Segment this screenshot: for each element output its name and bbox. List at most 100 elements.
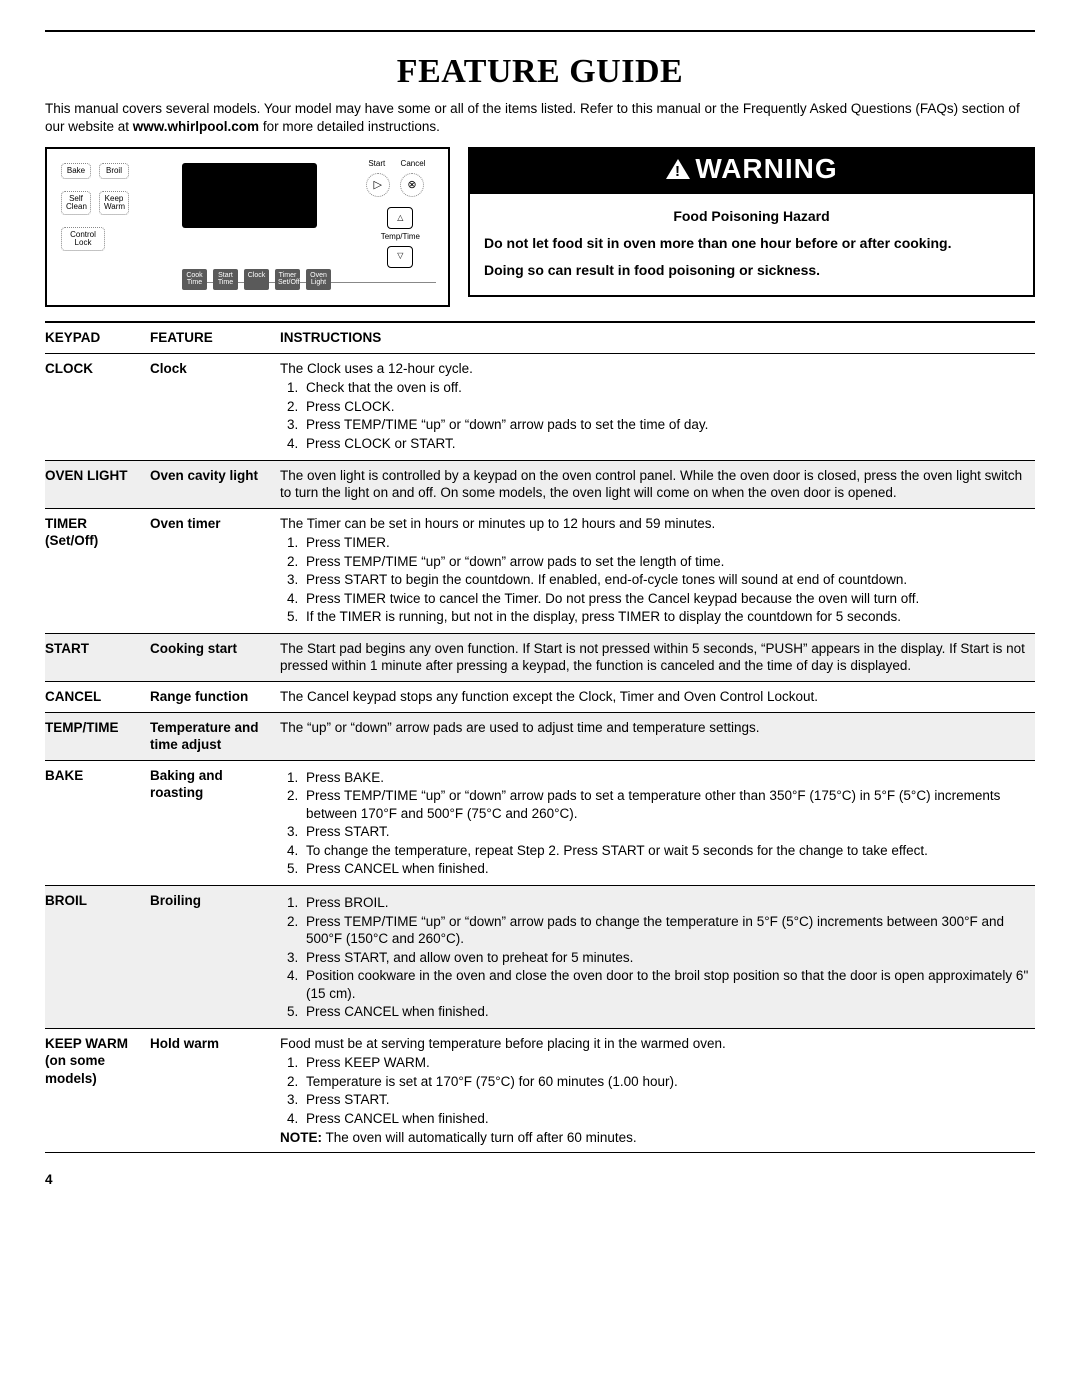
intro-url: www.whirlpool.com [133,119,259,134]
cell-keypad: TEMP/TIME [45,719,150,754]
cell-instructions: The Cancel keypad stops any function exc… [280,688,1035,706]
instruction-intro: The Clock uses a 12-hour cycle. [280,360,1035,378]
table-row: STARTCooking startThe Start pad begins a… [45,634,1035,682]
cell-instructions: The “up” or “down” arrow pads are used t… [280,719,1035,754]
table-row: TEMP/TIMETemperature and time adjustThe … [45,713,1035,761]
panel-bottom-row: Cook Time Start Time Clock Timer Set/Off… [182,269,331,290]
control-panel-diagram: Bake Broil Self Clean Keep Warm Control … [45,147,450,307]
instruction-step: Press TIMER. [302,534,1035,552]
instruction-text: The Cancel keypad stops any function exc… [280,688,1035,706]
panel-broil-button: Broil [99,163,129,179]
intro-text: This manual covers several models. Your … [45,100,1035,135]
page-number: 4 [45,1171,1035,1189]
warning-text: WARNING [695,153,837,184]
table-row: CLOCKClockThe Clock uses a 12-hour cycle… [45,354,1035,461]
table-row: BAKEBaking and roastingPress BAKE.Press … [45,761,1035,886]
instruction-step: Press START. [302,1091,1035,1109]
instruction-note: NOTE: The oven will automatically turn o… [280,1129,1035,1147]
instruction-step: Press TEMP/TIME “up” or “down” arrow pad… [302,787,1035,822]
instruction-step: To change the temperature, repeat Step 2… [302,842,1035,860]
instruction-steps: Check that the oven is off.Press CLOCK. P… [280,379,1035,452]
svg-text:!: ! [675,163,681,180]
start-icon: ▷ [366,173,390,197]
header-keypad: KEYPAD [45,329,150,347]
instruction-step: Press START, and allow oven to preheat f… [302,949,1035,967]
instruction-steps: Press BROIL.Press TEMP/TIME “up” or “dow… [280,894,1035,1021]
panel-temptime-label: Temp/Time [381,232,420,242]
cell-feature: Hold warm [150,1035,280,1146]
header-instructions: INSTRUCTIONS [280,329,1035,347]
cell-keypad: OVEN LIGHT [45,467,150,502]
instruction-step: Position cookware in the oven and close … [302,967,1035,1002]
table-row: KEEP WARM (on some models)Hold warmFood … [45,1029,1035,1153]
feature-table: KEYPAD FEATURE INSTRUCTIONS CLOCKClockTh… [45,321,1035,1153]
cell-instructions: The Clock uses a 12-hour cycle.Check tha… [280,360,1035,454]
cell-instructions: Food must be at serving temperature befo… [280,1035,1035,1146]
panel-control-lock-button: Control Lock [61,227,105,251]
panel-clock-button: Clock [244,269,269,290]
cell-instructions: Press BROIL.Press TEMP/TIME “up” or “dow… [280,892,1035,1022]
table-row: TIMER (Set/Off)Oven timerThe Timer can b… [45,509,1035,634]
cell-keypad: CANCEL [45,688,150,706]
warning-triangle-icon: ! [665,158,691,180]
cell-feature: Cooking start [150,640,280,675]
instruction-step: Check that the oven is off. [302,379,1035,397]
table-row: OVEN LIGHTOven cavity lightThe oven ligh… [45,461,1035,509]
instruction-step: Press TEMP/TIME “up” or “down” arrow pad… [302,913,1035,948]
cell-instructions: The oven light is controlled by a keypad… [280,467,1035,502]
instruction-step: Press CLOCK. [302,398,1035,416]
panel-keep-warm-button: Keep Warm [99,191,129,215]
panel-display-screen [182,163,317,228]
warning-line2: Doing so can result in food poisoning or… [484,260,1019,281]
cell-keypad: START [45,640,150,675]
warning-box: Food Poisoning Hazard Do not let food si… [468,194,1035,297]
table-row: CANCELRange functionThe Cancel keypad st… [45,682,1035,713]
instruction-step: Press CANCEL when finished. [302,1003,1035,1021]
warning-line1: Do not let food sit in oven more than on… [484,233,1019,254]
up-arrow-icon: △ [387,207,413,229]
instruction-step: Press START. [302,823,1035,841]
instruction-text: The oven light is controlled by a keypad… [280,467,1035,502]
instruction-steps: Press TIMER.Press TEMP/TIME “up” or “dow… [280,534,1035,626]
down-arrow-icon: ▽ [387,246,413,268]
instruction-step: Press CANCEL when finished. [302,1110,1035,1128]
cancel-icon: ⊗ [400,173,424,197]
instruction-text: The Start pad begins any oven function. … [280,640,1035,675]
cell-feature: Range function [150,688,280,706]
panel-cancel-label: Cancel [396,159,430,169]
instruction-step: Press CANCEL when finished. [302,860,1035,878]
cell-instructions: The Start pad begins any oven function. … [280,640,1035,675]
cell-feature: Broiling [150,892,280,1022]
warning-hazard: Food Poisoning Hazard [484,206,1019,227]
instruction-text: The “up” or “down” arrow pads are used t… [280,719,1035,737]
cell-instructions: The Timer can be set in hours or minutes… [280,515,1035,627]
cell-keypad: BAKE [45,767,150,879]
header-feature: FEATURE [150,329,280,347]
panel-cook-time-button: Cook Time [182,269,207,290]
top-rule [45,30,1035,32]
instruction-step: Press START to begin the countdown. If e… [302,571,1035,589]
instruction-step: Press CLOCK or START. [302,435,1035,453]
cell-feature: Oven timer [150,515,280,627]
warning-bar: ! WARNING [468,147,1035,193]
instruction-step: Press TEMP/TIME “up” or “down” arrow pad… [302,553,1035,571]
cell-feature: Clock [150,360,280,454]
instruction-steps: Press KEEP WARM.Temperature is set at 17… [280,1054,1035,1127]
panel-timer-button: Timer Set/Off [275,269,300,290]
instruction-step: Press KEEP WARM. [302,1054,1035,1072]
instruction-step: Press BAKE. [302,769,1035,787]
instruction-intro: The Timer can be set in hours or minutes… [280,515,1035,533]
table-header-row: KEYPAD FEATURE INSTRUCTIONS [45,323,1035,354]
instruction-step: Temperature is set at 170°F (75°C) for 6… [302,1073,1035,1091]
panel-oven-light-button: Oven Light [306,269,331,290]
cell-keypad: BROIL [45,892,150,1022]
page-title: FEATURE GUIDE [45,50,1035,94]
cell-keypad: CLOCK [45,360,150,454]
panel-bake-button: Bake [61,163,91,179]
instruction-step: If the TIMER is running, but not in the … [302,608,1035,626]
cell-feature: Temperature and time adjust [150,719,280,754]
instruction-steps: Press BAKE.Press TEMP/TIME “up” or “down… [280,769,1035,878]
cell-feature: Baking and roasting [150,767,280,879]
panel-start-time-button: Start Time [213,269,238,290]
panel-self-clean-button: Self Clean [61,191,91,215]
